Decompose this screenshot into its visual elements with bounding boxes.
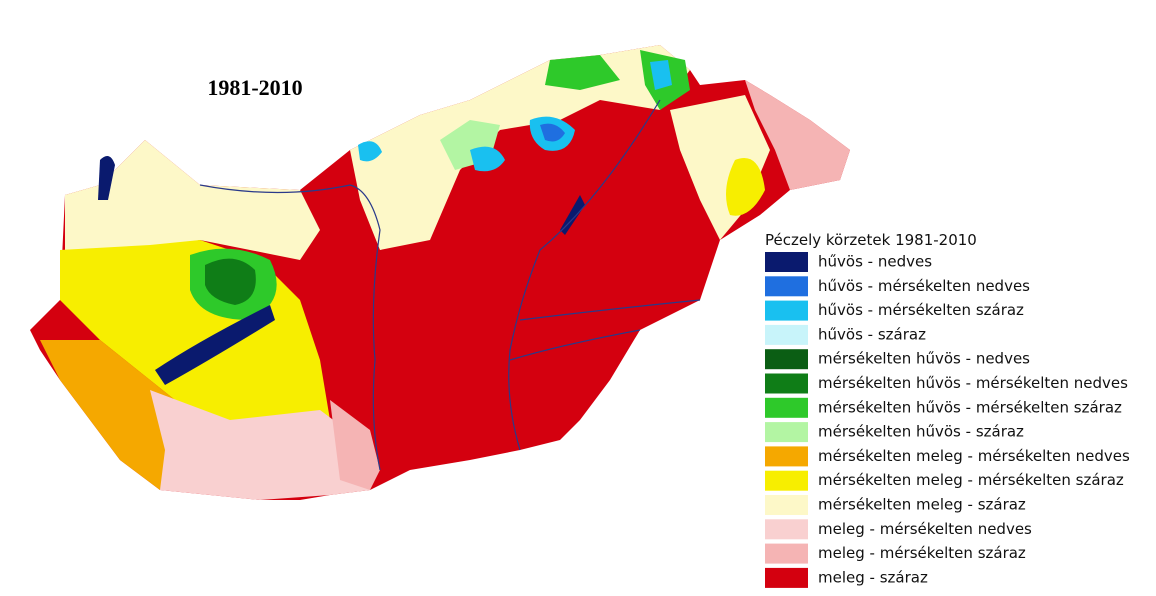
legend-swatch [765, 373, 808, 394]
climate-region [205, 258, 256, 305]
legend-swatch [765, 495, 808, 515]
legend-swatch [765, 422, 808, 443]
climate-region [726, 158, 765, 216]
legend-swatch [765, 567, 808, 588]
legend-label: mérsékelten hűvös - mérsékelten nedves [818, 374, 1128, 392]
legend-swatch [765, 276, 808, 297]
climate-region [40, 340, 200, 490]
legend-label: mérsékelten meleg - száraz [818, 496, 1026, 514]
regions [30, 45, 850, 500]
legend-label: mérsékelten hűvös - nedves [818, 350, 1030, 368]
legend-label: hűvös - mérsékelten száraz [818, 301, 1024, 319]
legend-swatch [765, 543, 808, 564]
climate-region [150, 390, 370, 500]
legend-label: meleg - mérsékelten nedves [818, 520, 1032, 538]
river [508, 99, 661, 451]
legend-label: mérsékelten hűvös - mérsékelten száraz [818, 398, 1122, 416]
legend-label: hűvös - száraz [818, 325, 926, 343]
river [519, 299, 701, 321]
legend-label: meleg - száraz [818, 568, 928, 586]
legend-swatch [765, 446, 808, 467]
legend-swatch [765, 519, 808, 540]
legend-swatch [765, 252, 808, 272]
legend-title: Péczely körzetek 1981-2010 [765, 231, 977, 249]
climate-region [650, 60, 672, 90]
river [199, 184, 381, 471]
legend-label: mérsékelten hűvös - száraz [818, 423, 1024, 441]
climate-region [98, 156, 115, 200]
legend-swatch [765, 397, 808, 418]
climate-region [330, 400, 380, 490]
climate-region [358, 141, 382, 162]
river [509, 329, 641, 361]
rivers [199, 99, 701, 471]
climate-region [545, 55, 620, 90]
climate-region [65, 140, 320, 260]
legend-label: mérsékelten meleg - mérsékelten száraz [818, 471, 1124, 489]
climate-region [350, 45, 690, 250]
climate-region [540, 123, 565, 142]
legend: hűvös - nedves hűvös - mérsékelten nedves… [765, 252, 1130, 588]
climate-region [155, 305, 275, 385]
legend-label: hűvös - nedves [818, 253, 932, 271]
legend-swatch [765, 300, 808, 321]
map-title: 1981-2010 [207, 75, 302, 100]
legend-label: mérsékelten meleg - mérsékelten nedves [818, 447, 1130, 465]
climate-region [745, 80, 850, 190]
legend-swatch [765, 324, 808, 345]
legend-label: hűvös - mérsékelten nedves [818, 277, 1030, 295]
legend-label: meleg - mérsékelten száraz [818, 544, 1026, 562]
legend-swatch [765, 349, 808, 370]
legend-swatch [765, 470, 808, 491]
climate-region [470, 146, 505, 172]
